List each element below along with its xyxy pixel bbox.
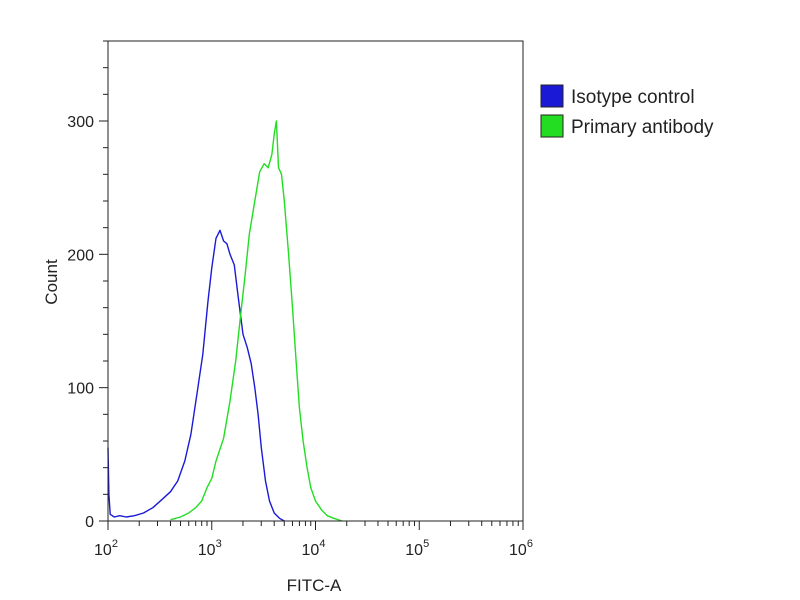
plot-frame [107, 40, 524, 522]
x-tick-label: 104 [302, 538, 326, 559]
series-line-1 [107, 229, 285, 522]
plot-area [107, 120, 343, 522]
x-tick-label: 106 [509, 538, 533, 559]
x-tick-label: 102 [94, 538, 118, 559]
y-tick-label: 0 [85, 514, 94, 531]
legend: Isotype control Primary antibody [540, 84, 714, 138]
legend-swatch-2 [540, 114, 564, 138]
y-tick-label: 100 [67, 381, 94, 398]
legend-label-1: Isotype control [571, 87, 695, 108]
x-tick-label: 105 [405, 538, 429, 559]
y-axis-title: Count [42, 259, 61, 305]
x-axis-title: FITC-A [287, 576, 342, 595]
legend-swatch-1 [540, 84, 564, 108]
y-tick-label: 200 [67, 247, 94, 264]
x-tick-label: 103 [198, 538, 222, 559]
series-line-2 [170, 120, 343, 522]
y-tick-label: 300 [67, 114, 94, 131]
axes: 0 100 200 300 102 103 104 105 106 [67, 40, 533, 559]
legend-label-2: Primary antibody [571, 117, 714, 138]
